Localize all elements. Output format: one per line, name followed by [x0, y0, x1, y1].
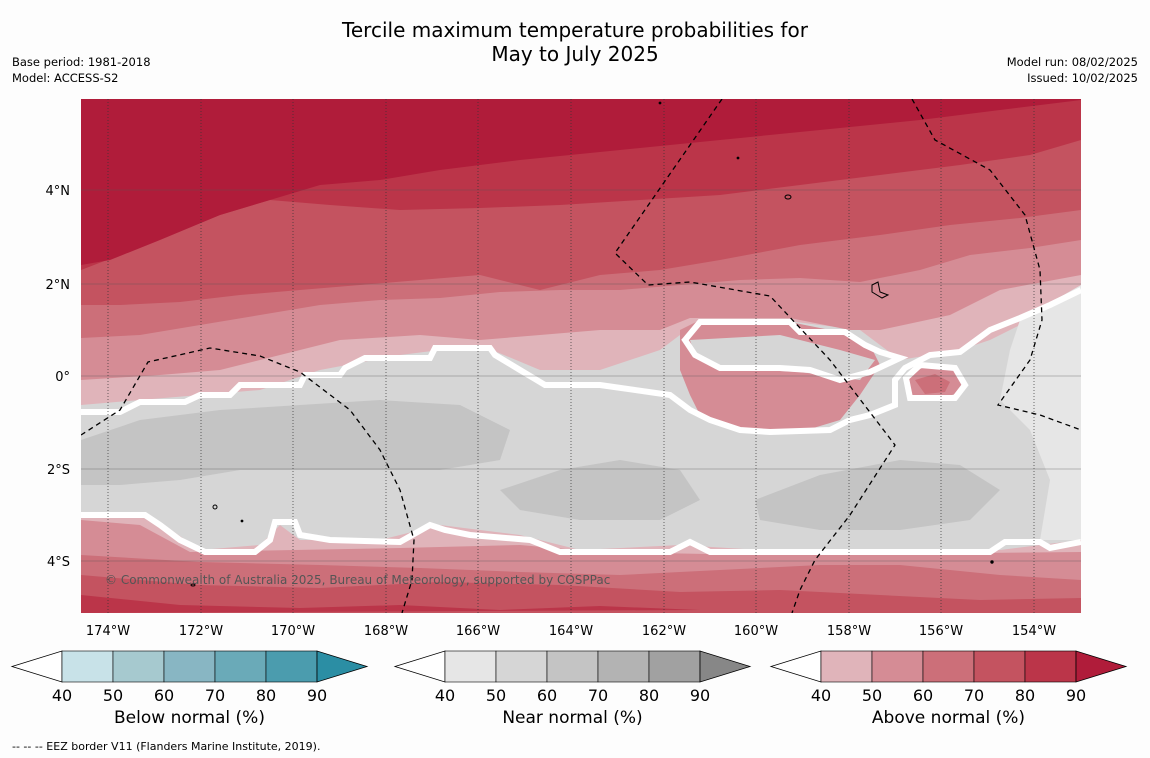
- near-normal-darker-patch-mid: [500, 460, 700, 520]
- colorbar-above-normal: 40 50 60 70 80 90: [769, 650, 1128, 705]
- colorbar-low-extend: [393, 650, 446, 683]
- colorbar-tick-label: 90: [307, 686, 327, 705]
- colorbar-tick-label: 90: [1066, 686, 1086, 705]
- colorbar-tick-label: 70: [964, 686, 984, 705]
- map-title: Tercile maximum temperature probabilitie…: [0, 18, 1150, 66]
- colorbar-high-extend: [1075, 650, 1128, 683]
- colorbar-cell: [61, 650, 114, 683]
- colorbar-cell: [444, 650, 497, 683]
- lon-label: 170°W: [271, 624, 315, 639]
- colorbar-title-above-normal: Above normal (%): [871, 708, 1026, 728]
- islands: [190, 101, 994, 587]
- lat-label: 2°S: [47, 463, 70, 478]
- map-panel: © Commonwealth of Australia 2025, Bureau…: [81, 99, 1081, 613]
- colorbar-cell: [1024, 650, 1077, 683]
- lat-axis-labels: 4°N 2°N 0° 2°S 4°S: [46, 184, 71, 570]
- lon-label: 174°W: [86, 624, 130, 639]
- copyright-text: © Commonwealth of Australia 2025, Bureau…: [105, 573, 610, 587]
- colorbar-tick-label: 60: [913, 686, 933, 705]
- colorbar-tick-label: 50: [103, 686, 123, 705]
- above-normal-band-90: [81, 99, 1081, 265]
- colorbar-cell: [871, 650, 924, 683]
- contour-40-east-loop: [902, 361, 969, 401]
- lon-label: 158°W: [827, 624, 871, 639]
- colorbar-tick-label: 60: [537, 686, 557, 705]
- colorbar-near-normal: 40 50 60 70 80 90: [393, 650, 752, 705]
- colorbar-tick-label: 60: [154, 686, 174, 705]
- contour-40-north: [81, 287, 1081, 436]
- colorbar-cell: [495, 650, 548, 683]
- lat-label: 4°S: [47, 555, 70, 570]
- lon-label: 168°W: [364, 624, 408, 639]
- near-normal-darker-patch-east: [755, 460, 1000, 530]
- colorbar-tick-label: 40: [435, 686, 455, 705]
- map-title-line2: May to July 2025: [491, 42, 659, 66]
- issued-text: Issued: 10/02/2025: [1027, 71, 1138, 85]
- contour-40-central-loop: [681, 319, 909, 384]
- colorbar-cell: [820, 650, 873, 683]
- eez-footnote: -- -- -- EEZ border V11 (Flanders Marine…: [12, 740, 321, 753]
- colorbar-tick-label: 40: [811, 686, 831, 705]
- south-above-normal-band-70: [81, 575, 1081, 613]
- colorbar-cell: [973, 650, 1026, 683]
- contour-40-south: [81, 512, 1081, 555]
- lat-gridlines: [81, 189, 1081, 562]
- colorbar-low-extend: [769, 650, 822, 683]
- lat-label: 0°: [55, 370, 70, 385]
- eez-borders: [81, 99, 1081, 613]
- colorbar-tick-label: 70: [588, 686, 608, 705]
- colorbar-cell: [265, 650, 318, 683]
- colorbar-tick-label: 50: [486, 686, 506, 705]
- lon-label: 156°W: [919, 624, 963, 639]
- near-normal-lighter-patch: [1000, 285, 1081, 540]
- meta-left: Base period: 1981-2018 Model: ACCESS-S2: [12, 54, 151, 86]
- meta-right: Model run: 08/02/2025 Issued: 10/02/2025: [1007, 54, 1138, 86]
- colorbar-title-below-normal: Below normal (%): [114, 708, 265, 728]
- near-normal-darker-patch-west: [81, 400, 510, 485]
- colorbar-tick-label: 50: [862, 686, 882, 705]
- colorbar-high-extend: [316, 650, 369, 683]
- south-above-normal-band-80: [81, 595, 700, 613]
- lon-label: 154°W: [1012, 624, 1056, 639]
- colorbar-low-extend: [10, 650, 63, 683]
- colorbar-tick-label: 80: [1015, 686, 1035, 705]
- colorbar-cell: [214, 650, 267, 683]
- colorbar-cell: [112, 650, 165, 683]
- base-period-text: Base period: 1981-2018: [12, 55, 151, 69]
- map-title-line1: Tercile maximum temperature probabilitie…: [342, 18, 808, 42]
- colorbar-cell: [648, 650, 701, 683]
- lon-label: 164°W: [549, 624, 593, 639]
- lat-label: 2°N: [46, 278, 71, 293]
- colorbar-below-normal: 40 50 60 70 80 90: [10, 650, 369, 705]
- model-run-text: Model run: 08/02/2025: [1006, 55, 1138, 69]
- lon-label: 172°W: [179, 624, 223, 639]
- lon-label: 166°W: [456, 624, 500, 639]
- colorbar-tick-label: 90: [690, 686, 710, 705]
- lat-label: 4°N: [46, 184, 71, 199]
- colorbar-cell: [546, 650, 599, 683]
- colorbar-tick-label: 80: [256, 686, 276, 705]
- colorbar-cell: [597, 650, 650, 683]
- lon-label: 160°W: [734, 624, 778, 639]
- lon-label: 162°W: [642, 624, 686, 639]
- colorbar-tick-label: 80: [639, 686, 659, 705]
- colorbar-title-near-normal: Near normal (%): [502, 708, 643, 728]
- colorbar-cell: [163, 650, 216, 683]
- lon-axis-labels: 174°W 172°W 170°W 168°W 166°W 164°W 162°…: [86, 624, 1056, 639]
- colorbar-tick-label: 40: [52, 686, 72, 705]
- colorbar-tick-label: 70: [205, 686, 225, 705]
- colorbar-high-extend: [699, 650, 752, 683]
- model-text: Model: ACCESS-S2: [12, 71, 119, 85]
- colorbar-cell: [922, 650, 975, 683]
